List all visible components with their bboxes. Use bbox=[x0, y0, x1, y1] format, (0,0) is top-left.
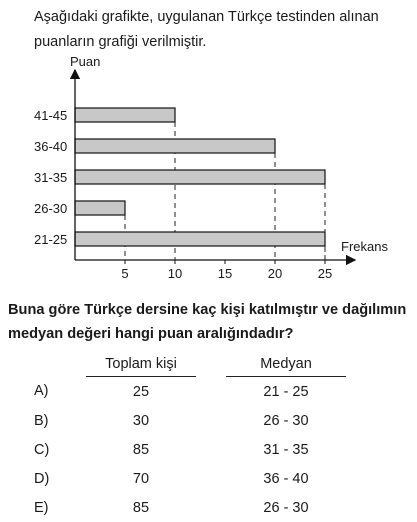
option-total: 30 bbox=[132, 412, 150, 429]
option-letter: B) bbox=[34, 412, 49, 429]
option-letter: A) bbox=[34, 383, 49, 400]
x-tick-label: 5 bbox=[121, 266, 128, 281]
y-tick-label: 41-45 bbox=[34, 108, 67, 123]
option-letter: D) bbox=[34, 470, 50, 487]
question-text: Buna göre Türkçe dersine kaç kişi katılm… bbox=[8, 302, 407, 342]
x-ticks: 5 10 15 20 25 bbox=[121, 260, 332, 281]
option-total: 85 bbox=[132, 499, 150, 516]
bar-26-30 bbox=[74, 200, 126, 216]
option-letter: C) bbox=[34, 441, 50, 458]
option-median: 26 - 30 bbox=[263, 412, 309, 429]
bars bbox=[74, 107, 326, 247]
x-tick-label: 10 bbox=[168, 266, 182, 281]
y-tick-label: 36-40 bbox=[34, 139, 67, 154]
y-tick-label: 26-30 bbox=[34, 201, 67, 216]
x-tick-label: 20 bbox=[268, 266, 282, 281]
option-median: 21 - 25 bbox=[263, 383, 309, 400]
frequency-bar-chart: Puan Frekans 41-45 36-40 31-35 26-30 21-25 5… bbox=[34, 54, 388, 281]
y-tick-label: 31-35 bbox=[34, 170, 67, 185]
header-median: Medyan bbox=[226, 352, 346, 377]
bar-21-25 bbox=[74, 231, 326, 247]
option-total: 25 bbox=[132, 383, 150, 400]
bar-41-45 bbox=[74, 107, 176, 123]
option-row-d[interactable]: D) 70 36 - 40 bbox=[34, 464, 346, 493]
y-axis-label: Puan bbox=[70, 54, 100, 69]
option-row-b[interactable]: B) 30 26 - 30 bbox=[34, 406, 346, 435]
x-tick-label: 15 bbox=[218, 266, 232, 281]
option-row-e[interactable]: E) 85 26 - 30 bbox=[34, 493, 346, 522]
option-row-a[interactable]: A) 25 21 - 25 bbox=[34, 377, 346, 407]
bar-36-40 bbox=[74, 138, 276, 154]
x-tick-label: 25 bbox=[318, 266, 332, 281]
y-tick-labels: 41-45 36-40 31-35 26-30 21-25 bbox=[34, 108, 67, 247]
option-median: 31 - 35 bbox=[263, 441, 309, 458]
intro-text: Aşağıdaki grafikte, uygulanan Türkçe tes… bbox=[34, 9, 379, 50]
x-axis-label: Frekans bbox=[341, 239, 388, 254]
header-total: Toplam kişi bbox=[86, 352, 196, 377]
y-tick-label: 21-25 bbox=[34, 232, 67, 247]
option-total: 85 bbox=[132, 441, 150, 458]
bar-31-35 bbox=[74, 169, 326, 185]
answer-options-table: Toplam kişi Medyan A) 25 21 - 25 B) 30 2… bbox=[34, 352, 346, 522]
option-total: 70 bbox=[132, 470, 150, 487]
option-row-c[interactable]: C) 85 31 - 35 bbox=[34, 435, 346, 464]
option-median: 26 - 30 bbox=[263, 499, 309, 516]
option-letter: E) bbox=[34, 499, 49, 516]
option-median: 36 - 40 bbox=[263, 470, 309, 487]
